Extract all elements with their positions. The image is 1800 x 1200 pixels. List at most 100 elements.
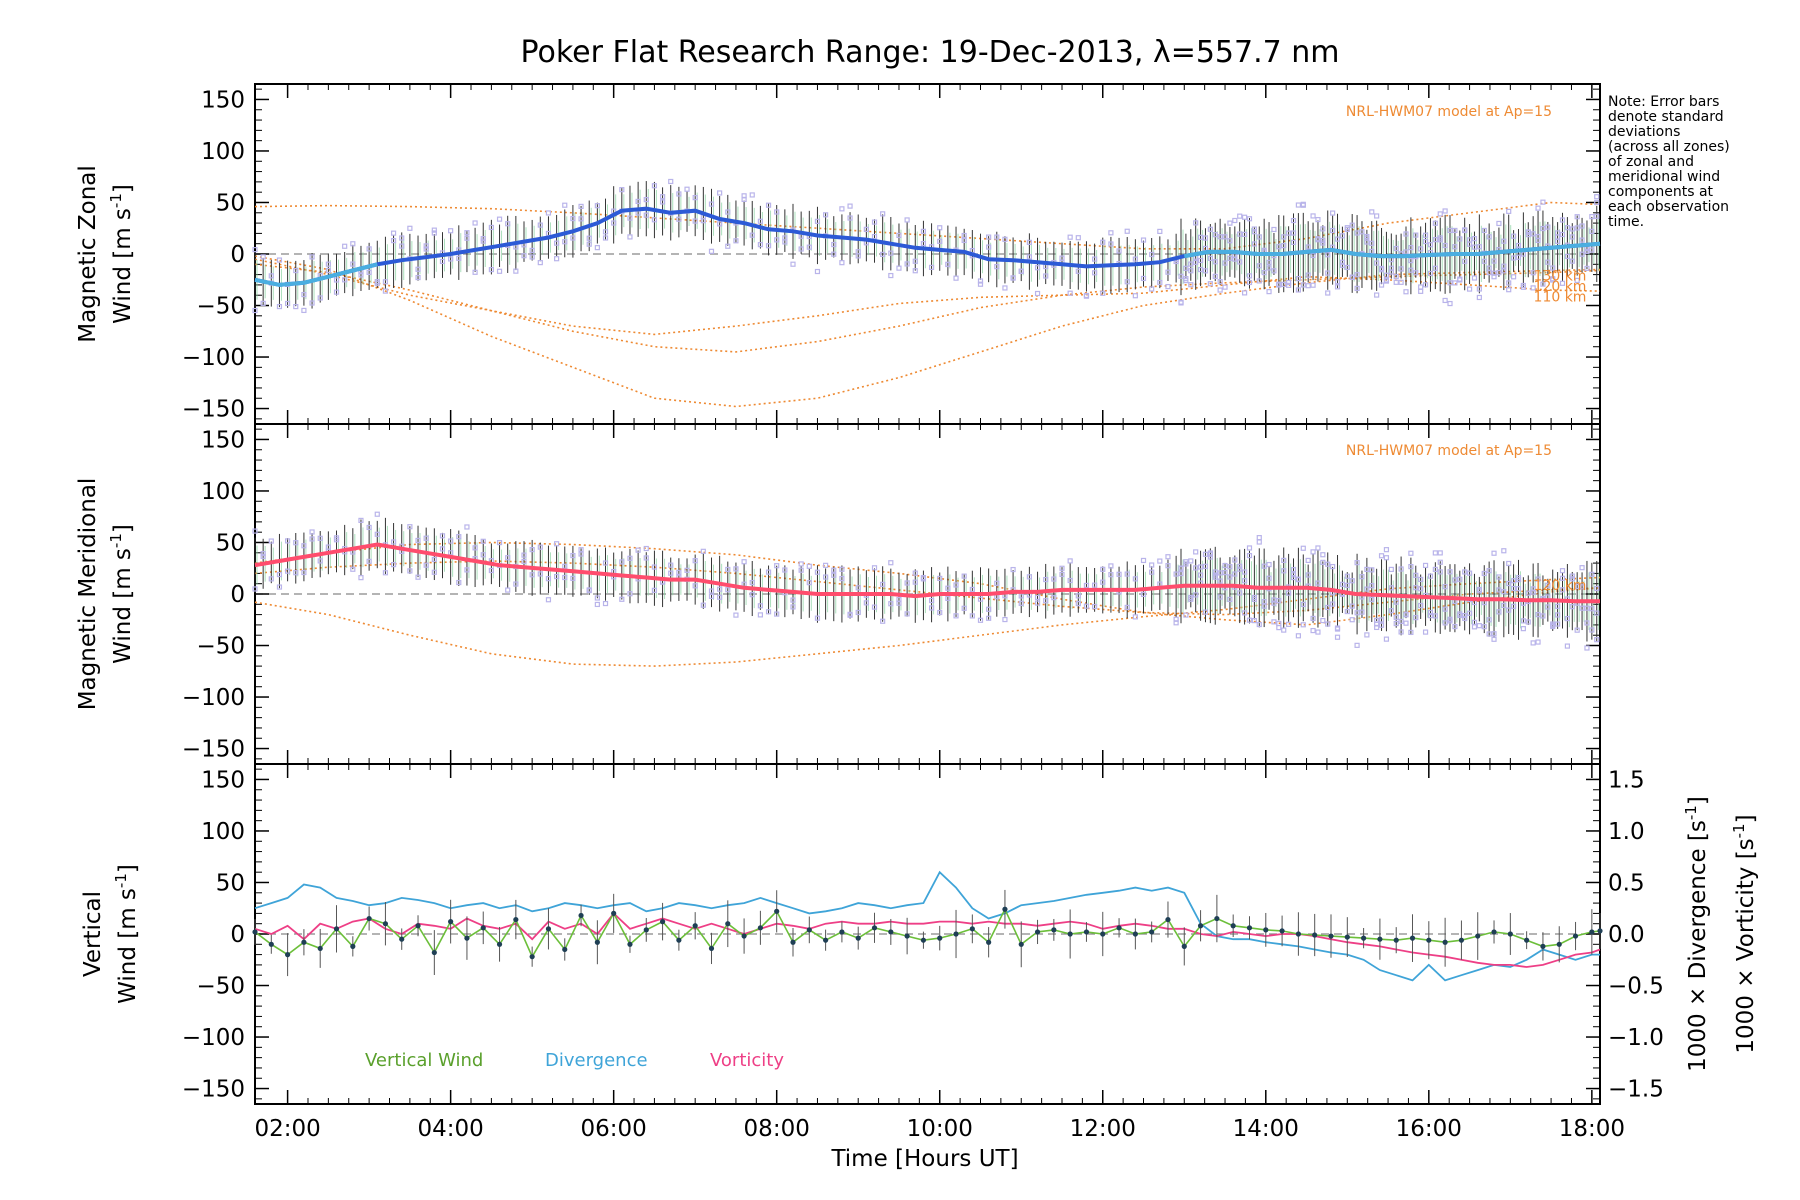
- vertical-wind-point: [839, 929, 845, 935]
- scatter-point: [1232, 256, 1238, 262]
- scatter-point: [896, 265, 902, 271]
- scatter-point: [1476, 623, 1482, 629]
- scatter-point: [1067, 577, 1073, 584]
- y-axis-label: Vertical: [80, 891, 106, 977]
- scatter-point: [1330, 601, 1336, 607]
- scatter-point: [268, 273, 274, 279]
- y-tick-label: 100: [201, 139, 245, 165]
- scatter-point: [333, 289, 340, 295]
- scatter-point: [1188, 268, 1194, 274]
- scatter-point: [839, 575, 845, 582]
- scatter-point: [1202, 563, 1209, 569]
- scatter-point: [1092, 256, 1098, 262]
- scatter-point: [1140, 591, 1147, 597]
- scatter-point: [602, 560, 609, 566]
- scatter-point: [977, 278, 984, 284]
- scatter-point: [317, 295, 323, 301]
- scatter-point: [1281, 281, 1287, 288]
- scatter-point: [456, 255, 462, 261]
- scatter-point: [920, 576, 927, 582]
- y-tick-label: 50: [216, 190, 245, 216]
- scatter-point: [1251, 229, 1257, 235]
- scatter-point: [1466, 570, 1473, 576]
- scatter-point: [1506, 280, 1512, 286]
- scatter-point: [431, 227, 437, 233]
- vertical-wind-point: [252, 929, 258, 935]
- scatter-point: [961, 605, 967, 611]
- scatter-point: [1388, 265, 1394, 271]
- scatter-point: [1349, 578, 1355, 584]
- scatter-point: [1579, 223, 1585, 229]
- scatter-point: [1418, 288, 1424, 294]
- scatter-point: [733, 566, 739, 572]
- scatter-point: [1149, 251, 1155, 258]
- scatter-point: [765, 202, 772, 208]
- scatter-point: [1183, 265, 1189, 271]
- scatter-point: [994, 234, 1000, 240]
- vertical-wind-point: [496, 941, 503, 947]
- scatter-point: [1413, 585, 1419, 591]
- scatter-point: [1589, 606, 1595, 612]
- scatter-point: [1452, 227, 1458, 234]
- scatter-point: [1149, 562, 1155, 568]
- scatter-point: [790, 604, 796, 610]
- scatter-point: [1530, 270, 1536, 276]
- scatter-point: [1506, 607, 1512, 613]
- scatter-point: [1157, 228, 1163, 234]
- scatter-point: [814, 569, 821, 575]
- scatter-point: [782, 235, 788, 241]
- scatter-point: [1584, 645, 1590, 651]
- scatter-point: [1462, 613, 1468, 619]
- scatter-point: [1520, 282, 1526, 289]
- scatter-point: [1140, 557, 1147, 564]
- scatter-point: [839, 206, 845, 212]
- scatter-point: [529, 247, 535, 254]
- scatter-point: [1173, 571, 1179, 577]
- scatter-point: [676, 216, 682, 222]
- scatter-point: [1305, 283, 1311, 289]
- right-y-tick-label: −0.5: [1608, 974, 1664, 1000]
- scatter-point: [928, 264, 935, 271]
- scatter-point: [1594, 194, 1600, 200]
- scatter-point: [293, 267, 299, 274]
- scatter-point: [725, 566, 731, 573]
- vertical-wind-point: [1442, 939, 1448, 945]
- scatter-point: [904, 217, 910, 223]
- legend-vertical-wind: Vertical Wind: [365, 1050, 483, 1071]
- vorticity-line: [254, 912, 1601, 968]
- vertical-wind-point: [757, 925, 763, 931]
- scatter-point: [1369, 240, 1375, 246]
- scatter-point: [1525, 619, 1531, 625]
- vertical-wind-point: [659, 919, 666, 925]
- scatter-point: [1535, 612, 1541, 618]
- scatter-point: [1334, 284, 1341, 290]
- scatter-point: [1178, 300, 1184, 306]
- scatter-point: [1589, 627, 1595, 633]
- vertical-wind-point: [692, 923, 698, 929]
- scatter-point: [1207, 281, 1213, 287]
- vertical-wind-point: [986, 939, 992, 945]
- vertical-wind-point: [1165, 916, 1171, 923]
- vertical-wind-point: [823, 937, 829, 943]
- scatter-point: [1545, 224, 1551, 230]
- scatter-point: [920, 228, 927, 234]
- scatter-point: [1067, 558, 1073, 564]
- scatter-point: [880, 581, 886, 587]
- scatter-point: [252, 307, 258, 314]
- scatter-point: [733, 612, 739, 618]
- note-line: denote standard: [1608, 109, 1724, 125]
- scatter-point: [1462, 227, 1468, 234]
- scatter-point: [293, 303, 299, 310]
- scatter-point: [1555, 230, 1561, 236]
- scatter-point: [1393, 273, 1399, 280]
- scatter-point: [1197, 564, 1204, 570]
- scatter-point: [1295, 633, 1301, 639]
- scatter-point: [765, 569, 772, 575]
- scatter-point: [765, 243, 772, 249]
- scatter-point: [1589, 247, 1595, 253]
- scatter-point: [871, 565, 878, 571]
- scatter-point: [961, 237, 967, 244]
- scatter-point: [741, 196, 747, 203]
- scatter-point: [1457, 236, 1463, 242]
